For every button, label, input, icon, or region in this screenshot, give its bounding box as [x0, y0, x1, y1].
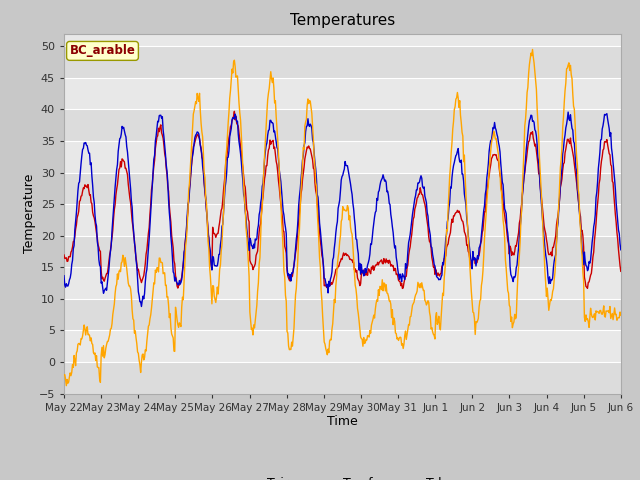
Text: BC_arable: BC_arable: [70, 44, 136, 58]
Tair: [399, 286, 406, 291]
Tair: [617, 268, 625, 274]
Line: Tsky: Tsky: [64, 49, 621, 385]
Bar: [64, 299, 621, 330]
Bar: [64, 236, 621, 267]
Tsurf: [214, 258, 222, 264]
Bar: [64, 330, 621, 362]
Tsky: [71, 357, 79, 363]
Tsky: [428, 326, 435, 332]
Tsurf: [617, 247, 625, 252]
Tair: [60, 252, 68, 258]
Tair: [214, 231, 221, 237]
Tsurf: [185, 199, 193, 205]
Bar: [64, 362, 621, 394]
Line: Tsurf: Tsurf: [64, 112, 621, 307]
Bar: [64, 267, 621, 299]
Tair: [70, 239, 78, 244]
Bar: [64, 109, 621, 141]
Tsurf: [411, 196, 419, 202]
Title: Temperatures: Temperatures: [290, 13, 395, 28]
Line: Tair: Tair: [64, 111, 621, 288]
Tsurf: [70, 243, 78, 249]
Tair: [127, 209, 135, 215]
Tsurf: [127, 198, 135, 204]
Bar: [64, 204, 621, 236]
X-axis label: Time: Time: [327, 415, 358, 429]
Tair: [412, 204, 419, 209]
Tsky: [60, 372, 68, 378]
Tsky: [617, 312, 625, 318]
Tsurf: [60, 273, 68, 278]
Tair: [428, 254, 436, 260]
Tair: [184, 209, 192, 215]
Bar: [64, 46, 621, 78]
Y-axis label: Temperature: Temperature: [23, 174, 36, 253]
Tsurf: [428, 244, 435, 250]
Bar: [64, 172, 621, 204]
Bar: [64, 78, 621, 109]
Tsky: [529, 47, 536, 52]
Tsky: [185, 188, 193, 193]
Legend: Tair, Tsurf, Tsky: Tair, Tsurf, Tsky: [227, 472, 458, 480]
Tair: [230, 108, 238, 114]
Tsky: [63, 383, 70, 388]
Tsky: [411, 295, 419, 300]
Bar: [64, 141, 621, 172]
Tsurf: [138, 304, 145, 310]
Tsurf: [564, 109, 572, 115]
Tsky: [128, 307, 136, 313]
Tsky: [214, 291, 222, 297]
